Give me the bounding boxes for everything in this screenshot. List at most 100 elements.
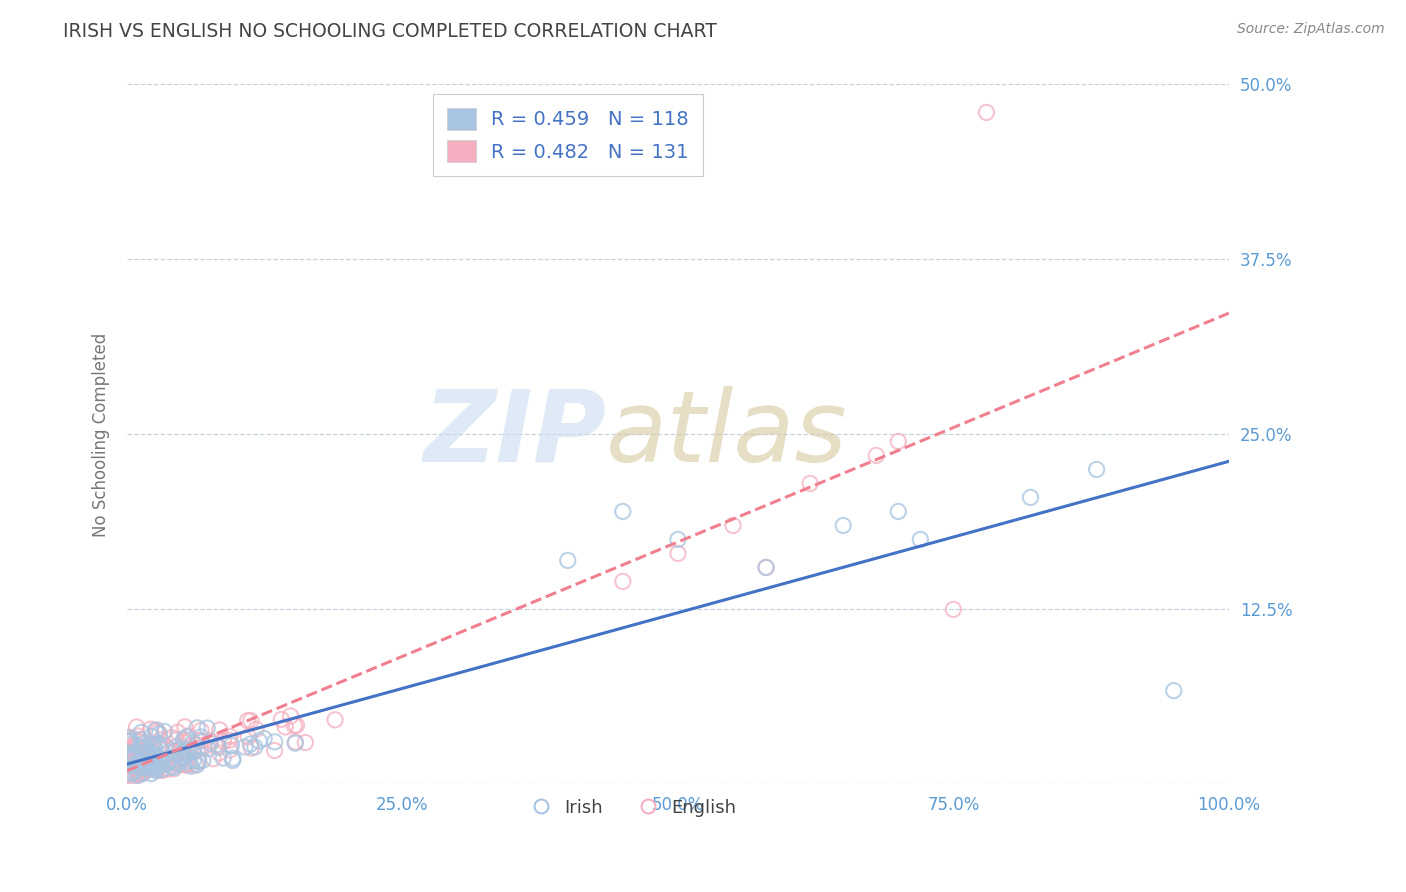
Point [163,752,186,766]
Point [120,734,142,748]
Point [138,741,160,756]
Point [118,731,141,745]
Point [120,752,142,766]
Point [135,740,157,755]
Point [865,449,887,463]
Point [129,760,152,774]
Point [135,756,157,770]
Point [118,767,141,781]
Point [270,713,292,727]
Point [129,758,152,772]
Point [128,765,150,780]
Point [150,763,173,777]
Point [190,730,212,744]
Point [125,764,148,778]
Point [208,740,231,755]
Point [162,754,184,768]
Point [120,766,142,780]
Point [121,745,143,759]
Point [557,553,579,567]
Point [150,764,173,778]
Point [132,764,155,778]
Point [240,741,263,756]
Point [186,757,208,772]
Point [129,766,152,780]
Point [145,723,167,738]
Point [172,735,194,749]
Point [132,740,155,755]
Point [149,751,172,765]
Point [143,738,166,752]
Point [146,725,169,739]
Point [145,758,167,772]
Point [172,749,194,764]
Point [120,759,142,773]
Point [131,750,153,764]
Point [117,743,139,757]
Point [115,734,138,748]
Point [146,723,169,737]
Point [174,720,197,734]
Point [132,754,155,768]
Point [141,758,163,772]
Point [139,747,162,762]
Point [157,754,180,768]
Point [157,762,180,776]
Point [156,757,179,772]
Point [134,755,156,769]
Point [129,751,152,765]
Point [190,734,212,748]
Point [131,752,153,766]
Point [173,746,195,760]
Point [170,752,193,766]
Point [167,757,190,772]
Point [132,752,155,766]
Point [219,730,242,744]
Point [135,757,157,772]
Point [887,504,910,518]
Point [121,740,143,755]
Point [129,745,152,759]
Point [117,767,139,781]
Point [612,504,634,518]
Point [122,740,145,755]
Point [122,731,145,746]
Point [120,747,142,761]
Point [128,735,150,749]
Point [155,739,177,754]
Point [128,746,150,760]
Point [233,739,256,754]
Point [122,749,145,764]
Point [173,750,195,764]
Point [222,751,245,765]
Point [139,722,162,736]
Point [177,754,200,768]
Point [181,736,204,750]
Point [172,751,194,765]
Point [190,723,212,738]
Point [160,731,183,745]
Point [1163,683,1185,698]
Point [173,757,195,772]
Point [139,744,162,758]
Point [165,743,187,757]
Point [283,718,305,732]
Point [142,760,165,774]
Point [146,764,169,778]
Point [139,761,162,775]
Point [124,737,146,751]
Point [150,742,173,756]
Text: Source: ZipAtlas.com: Source: ZipAtlas.com [1237,22,1385,37]
Point [160,760,183,774]
Point [120,770,142,784]
Point [124,739,146,754]
Point [212,734,235,748]
Point [187,741,209,756]
Point [197,741,219,756]
Point [170,747,193,761]
Point [122,756,145,770]
Point [136,756,159,771]
Point [125,720,148,734]
Point [186,721,208,735]
Point [910,533,932,547]
